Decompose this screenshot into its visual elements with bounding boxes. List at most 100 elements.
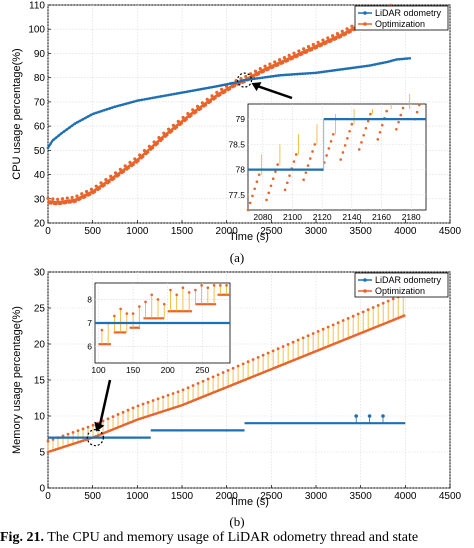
- x-tick-label: 0: [45, 491, 51, 502]
- inset-optimization-point: [362, 133, 366, 137]
- lidar-point: [145, 97, 149, 101]
- lidar-point: [89, 113, 93, 117]
- lidar-point: [255, 77, 259, 80]
- lidar-point: [231, 81, 235, 85]
- x-tick-label: 500: [84, 491, 101, 502]
- lidar-point: [314, 71, 318, 75]
- x-tick-label: 4000: [394, 491, 417, 502]
- inset-optimization-peak-point: [225, 284, 228, 287]
- x-tick-label: 3000: [305, 226, 328, 237]
- inset-optimization-point: [341, 151, 345, 154]
- lidar-point: [330, 69, 334, 72]
- lidar-point: [188, 89, 192, 93]
- inset-optimization-point: [348, 129, 351, 133]
- lidar-point: [178, 91, 181, 95]
- inset-optimization-point: [339, 158, 343, 161]
- lidar-point: [137, 99, 141, 102]
- inset-optimization-point: [397, 120, 400, 124]
- inset-optimization-point: [274, 170, 277, 173]
- inset-optimization-point: [415, 110, 419, 114]
- lidar-point: [127, 101, 130, 105]
- lidar-point: [379, 62, 382, 65]
- lidar-point: [111, 106, 114, 109]
- lidar-point: [261, 76, 264, 79]
- optimization-peak-point: [316, 329, 320, 333]
- lidar-point: [357, 65, 361, 69]
- lidar-point: [285, 73, 288, 77]
- lidar-point: [212, 85, 216, 89]
- y-tick-label: 80: [34, 73, 46, 84]
- optimization-peak-point: [201, 379, 205, 383]
- lidar-point: [199, 87, 203, 91]
- optimization-peak-point: [186, 386, 190, 390]
- lidar-point: [116, 104, 119, 108]
- lidar-point: [360, 65, 363, 68]
- inset-optimization-point: [369, 112, 372, 116]
- optimization-point: [244, 74, 248, 79]
- optimization-peak-point: [331, 323, 335, 327]
- optimization-point: [99, 181, 103, 185]
- lidar-point: [52, 138, 55, 142]
- lidar-point: [218, 84, 221, 88]
- optimization-peak-point: [91, 423, 95, 427]
- optimization-point: [51, 197, 55, 201]
- inset-y-tick-label: 8: [87, 294, 92, 304]
- legend-lidar-label: LiDAR odometry: [375, 8, 442, 18]
- inset-x-tick-label: 200: [161, 365, 175, 375]
- lidar-point: [175, 92, 178, 95]
- lidar-point: [362, 64, 366, 68]
- optimization-peak-point: [51, 438, 55, 441]
- optimization-peak-point: [376, 303, 380, 307]
- inset-optimization-point: [276, 163, 279, 166]
- optimization-peak-point: [301, 336, 305, 340]
- lidar-point: [161, 94, 165, 98]
- optimization-peak-point: [231, 366, 235, 370]
- inset-optimization-peak-point: [162, 302, 166, 306]
- lidar-point: [239, 79, 243, 83]
- x-tick-label: 3500: [350, 226, 373, 237]
- lidar-point: [279, 73, 283, 77]
- optimization-point: [302, 47, 306, 51]
- inset-y-tick-label: 77.5: [228, 190, 245, 200]
- optimization-peak-point: [166, 393, 170, 397]
- inset-optimization-point: [248, 201, 252, 205]
- inset-optimization-point: [343, 144, 347, 147]
- optimization-peak-point: [351, 314, 355, 318]
- lidar-point: [325, 70, 329, 73]
- lidar-point: [113, 105, 117, 109]
- optimization-peak-point: [391, 297, 395, 301]
- lidar-point: [60, 132, 63, 135]
- inset-x-tick-label: 250: [195, 365, 209, 375]
- inset-optimization-point: [418, 103, 421, 107]
- lidar-point: [328, 69, 331, 73]
- inset-optimization-point: [267, 191, 271, 195]
- optimization-peak-point: [161, 395, 165, 399]
- lidar-point: [301, 72, 304, 76]
- inset-optimization-point: [271, 177, 275, 181]
- lidar-point: [370, 63, 374, 67]
- inset-x-tick-label: 2120: [313, 212, 332, 222]
- optimization-point: [335, 31, 340, 36]
- optimization-peak-point: [156, 397, 160, 401]
- optimization-point: [263, 64, 267, 68]
- lidar-point: [223, 83, 227, 86]
- lidar-point: [376, 62, 379, 66]
- lidar-point: [97, 110, 101, 114]
- lidar-point: [387, 60, 390, 63]
- inset-x-tick-label: 2180: [402, 212, 421, 222]
- optimization-point: [258, 67, 262, 71]
- inset-optimization-peak-point: [144, 300, 147, 304]
- inset-optimization-point: [311, 150, 314, 153]
- lidar-point: [352, 66, 355, 70]
- optimization-peak-point: [86, 425, 90, 429]
- inset-optimization-peak-point: [212, 284, 216, 287]
- inset-optimization-point: [302, 178, 305, 182]
- inset-optimization-point: [257, 173, 261, 176]
- lidar-point: [92, 112, 95, 116]
- optimization-peak-point: [251, 358, 255, 361]
- lidar-point: [81, 118, 85, 121]
- lidar-point: [282, 73, 286, 77]
- y-tick-label: 0: [39, 484, 45, 495]
- y-tick-label: 60: [34, 122, 46, 133]
- zoom-arrow: [98, 379, 112, 428]
